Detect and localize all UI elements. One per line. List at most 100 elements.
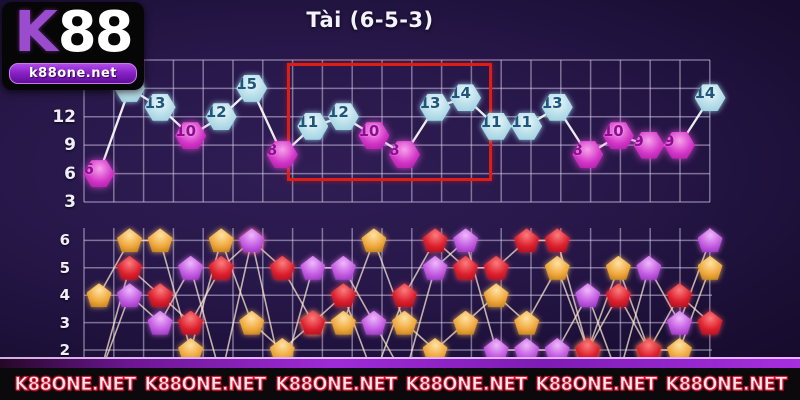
sum-marker-value: 14 [694,84,726,112]
pentagon-icon [117,283,143,308]
die-red-marker [514,228,540,253]
die-purple-marker [178,255,204,280]
sum-marker: 11 [297,112,329,140]
pentagon-icon [147,310,173,335]
pentagon-icon [361,310,387,335]
dice-axis-tick: 5 [59,258,70,277]
die-red-marker [330,283,356,308]
die-purple-marker [575,283,601,308]
sum-marker: 15 [236,74,268,102]
pentagon-icon [300,255,326,280]
pentagon-icon [208,255,234,280]
sum-marker-value: 15 [236,74,268,102]
sum-marker: 8 [389,141,420,169]
pentagon-icon [178,310,204,335]
banner-purple-strip [0,357,800,368]
pentagon-icon [239,228,265,253]
dice-axis-tick: 3 [59,313,70,332]
die-purple-marker [361,310,387,335]
sum-marker-value: 8 [389,141,420,169]
logo-site-band: k88one.net [9,63,137,84]
banner-site-url: K88ONE.NET [535,373,658,396]
die-purple-marker [330,255,356,280]
die-purple-marker [239,228,265,253]
sum-marker-value: 12 [327,103,359,131]
die-orange-marker [605,255,631,280]
logo-wordmark: K 88 [2,4,144,64]
die-red-marker [300,310,326,335]
pentagon-icon [147,228,173,253]
sum-marker: 10 [602,122,634,150]
sum-marker: 14 [694,84,726,112]
pentagon-icon [697,310,723,335]
logo-number: 88 [57,0,134,65]
sum-marker: 13 [144,93,176,121]
sum-axis-tick: 3 [64,191,76,212]
sum-marker: 13 [419,93,451,121]
sum-marker: 14 [450,84,482,112]
die-red-marker [483,255,509,280]
sum-marker: 9 [633,131,665,159]
sum-axis-tick: 12 [52,106,76,127]
die-red-marker [544,228,570,253]
pentagon-icon [666,310,692,335]
pentagon-icon [239,310,265,335]
pentagon-icon [117,255,143,280]
pentagon-icon [453,255,479,280]
die-red-marker [453,255,479,280]
die-red-marker [117,255,143,280]
pentagon-icon [330,283,356,308]
die-orange-marker [147,228,173,253]
pentagon-icon [422,228,448,253]
banner-site-url: K88ONE.NET [14,373,137,396]
die-orange-marker [514,310,540,335]
banner-url-row: K88ONE.NET K88ONE.NET K88ONE.NET K88ONE.NET… [0,368,800,400]
pentagon-icon [544,228,570,253]
sum-marker: 6 [83,160,115,188]
sum-marker-value: 14 [450,84,482,112]
die-purple-marker [636,255,662,280]
die-orange-marker [361,228,387,253]
pentagon-icon [453,228,479,253]
sum-marker: 13 [541,93,573,121]
sum-marker-value: 8 [266,141,298,169]
die-orange-marker [544,255,570,280]
banner-site-url: K88ONE.NET [144,373,267,396]
pentagon-icon [330,310,356,335]
dice-axis-tick: 2 [59,341,70,359]
sum-marker-value: 8 [572,141,604,169]
die-orange-marker [86,283,112,308]
sum-marker: 8 [572,141,604,169]
pentagon-icon [544,255,570,280]
pentagon-icon [422,255,448,280]
sum-marker: 12 [205,103,237,131]
die-red-marker [392,283,417,308]
sum-marker: 11 [480,112,512,140]
pentagon-icon [147,283,173,308]
banner-site-url: K88ONE.NET [665,373,788,396]
die-red-marker [666,283,692,308]
pentagon-icon [453,310,479,335]
die-red-marker [178,310,204,335]
die-purple-marker [117,283,143,308]
sum-marker-value: 10 [602,122,634,150]
die-orange-marker [330,310,356,335]
pentagon-icon [117,228,143,253]
sum-marker: 10 [175,122,207,150]
sum-marker: 11 [511,112,543,140]
die-orange-marker [453,310,479,335]
pentagon-icon [666,283,692,308]
pentagon-icon [514,310,540,335]
pentagon-icon [514,228,540,253]
banner-site-url: K88ONE.NET [405,373,528,396]
pentagon-icon [392,283,417,308]
pentagon-icon [208,228,234,253]
sum-marker-value: 11 [297,112,329,140]
pentagon-icon [697,255,723,280]
sum-axis-tick: 9 [64,135,76,156]
pentagon-icon [392,310,417,335]
sum-marker-value: 13 [419,93,451,121]
footer-banner: K88ONE.NET K88ONE.NET K88ONE.NET K88ONE.NET… [0,357,800,400]
sum-marker: 10 [358,122,390,150]
